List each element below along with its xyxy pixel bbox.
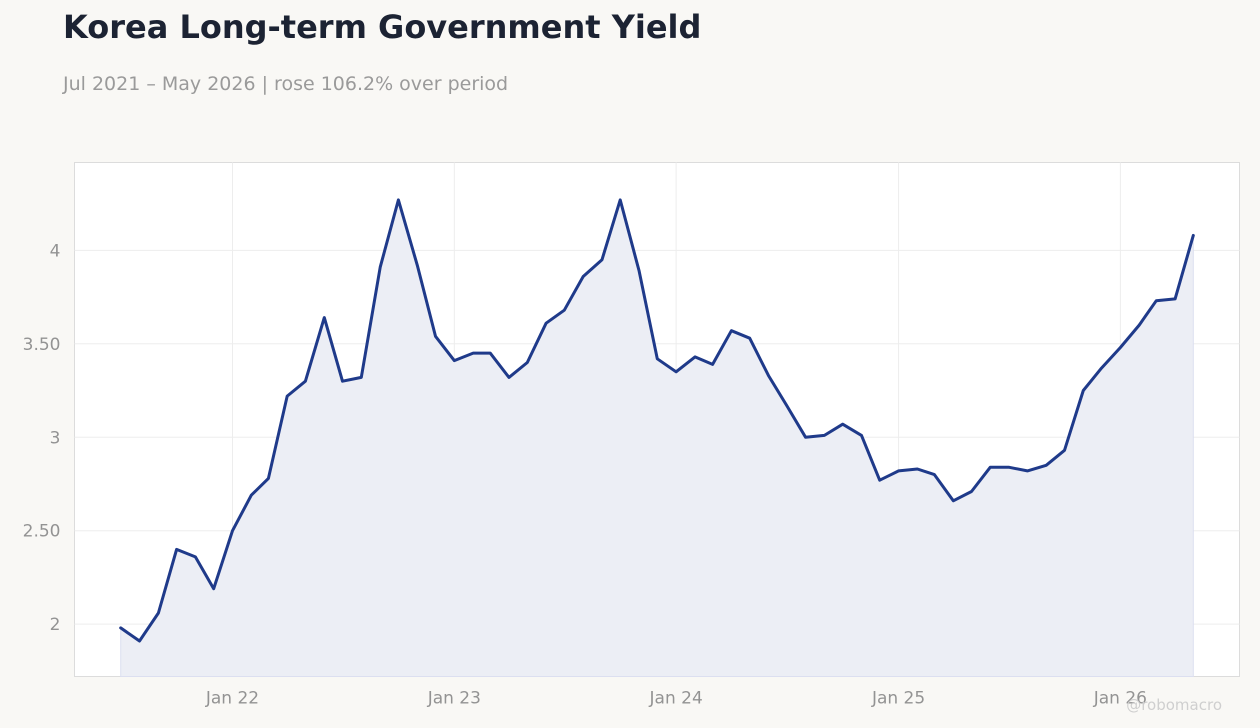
data-point <box>656 357 659 360</box>
x-tick-label: Jan 26 <box>1093 689 1147 709</box>
data-point <box>1100 367 1103 370</box>
data-point <box>804 436 807 439</box>
data-point <box>453 359 456 362</box>
data-point <box>175 548 178 551</box>
x-axis-ticks: Jan 22 Jan 23 Jan 24 Jan 25 Jan 26 <box>205 689 1147 709</box>
data-point <box>970 490 973 493</box>
data-point <box>1174 297 1177 300</box>
data-point <box>508 376 511 379</box>
data-point <box>1192 234 1195 237</box>
data-point <box>250 494 253 497</box>
data-point <box>434 335 437 338</box>
data-point <box>582 275 585 278</box>
data-point <box>545 322 548 325</box>
data-point <box>286 395 289 398</box>
data-point <box>767 374 770 377</box>
data-point <box>619 198 622 201</box>
data-point <box>675 370 678 373</box>
x-tick-label: Jan 23 <box>427 689 481 709</box>
chart-title: Korea Long-term Government Yield <box>63 8 702 46</box>
data-point <box>1045 464 1048 467</box>
data-point <box>823 434 826 437</box>
data-point <box>157 611 160 614</box>
y-tick-label: 3.50 <box>23 335 61 355</box>
x-tick-label: Jan 24 <box>649 689 703 709</box>
data-point <box>1119 346 1122 349</box>
data-point <box>1063 449 1066 452</box>
data-point <box>212 587 215 590</box>
data-point <box>231 529 234 532</box>
y-tick-label: 3 <box>50 428 61 448</box>
y-tick-label: 2.50 <box>23 522 61 542</box>
x-tick-label: Jan 22 <box>205 689 259 709</box>
y-axis-ticks: 2 2.50 3 3.50 4 <box>23 241 61 635</box>
data-point <box>878 479 881 482</box>
data-point <box>379 266 382 269</box>
data-point <box>897 469 900 472</box>
data-point <box>119 626 122 629</box>
data-point <box>304 380 307 383</box>
data-point <box>1026 469 1029 472</box>
data-point <box>341 380 344 383</box>
data-point <box>526 361 529 364</box>
data-point <box>1082 389 1085 392</box>
data-point <box>989 466 992 469</box>
data-point <box>360 376 363 379</box>
data-point <box>138 639 141 642</box>
line-layer <box>119 198 1195 643</box>
data-point <box>693 355 696 358</box>
chart-subtitle: Jul 2021 – May 2026 | rose 106.2% over p… <box>63 73 509 95</box>
data-point <box>472 352 475 355</box>
data-point <box>323 316 326 319</box>
data-point <box>416 264 419 267</box>
data-point <box>1155 299 1158 302</box>
data-point <box>841 423 844 426</box>
data-point <box>860 434 863 437</box>
data-point <box>601 258 604 261</box>
data-point <box>638 269 641 272</box>
data-point <box>730 329 733 332</box>
data-point <box>916 468 919 471</box>
data-point <box>785 404 788 407</box>
data-point <box>748 337 751 340</box>
data-point <box>1007 466 1010 469</box>
data-point <box>397 198 400 201</box>
data-point <box>952 499 955 502</box>
watermark: @robomacro <box>1126 696 1222 714</box>
data-point <box>711 363 714 366</box>
y-tick-label: 2 <box>50 615 61 635</box>
x-tick-label: Jan 25 <box>871 689 925 709</box>
data-point <box>267 477 270 480</box>
data-point <box>489 352 492 355</box>
yield-line <box>119 198 1195 643</box>
data-point <box>563 309 566 312</box>
y-tick-label: 4 <box>50 241 61 261</box>
data-point <box>933 473 936 476</box>
data-point <box>1138 324 1141 327</box>
data-point <box>194 555 197 558</box>
